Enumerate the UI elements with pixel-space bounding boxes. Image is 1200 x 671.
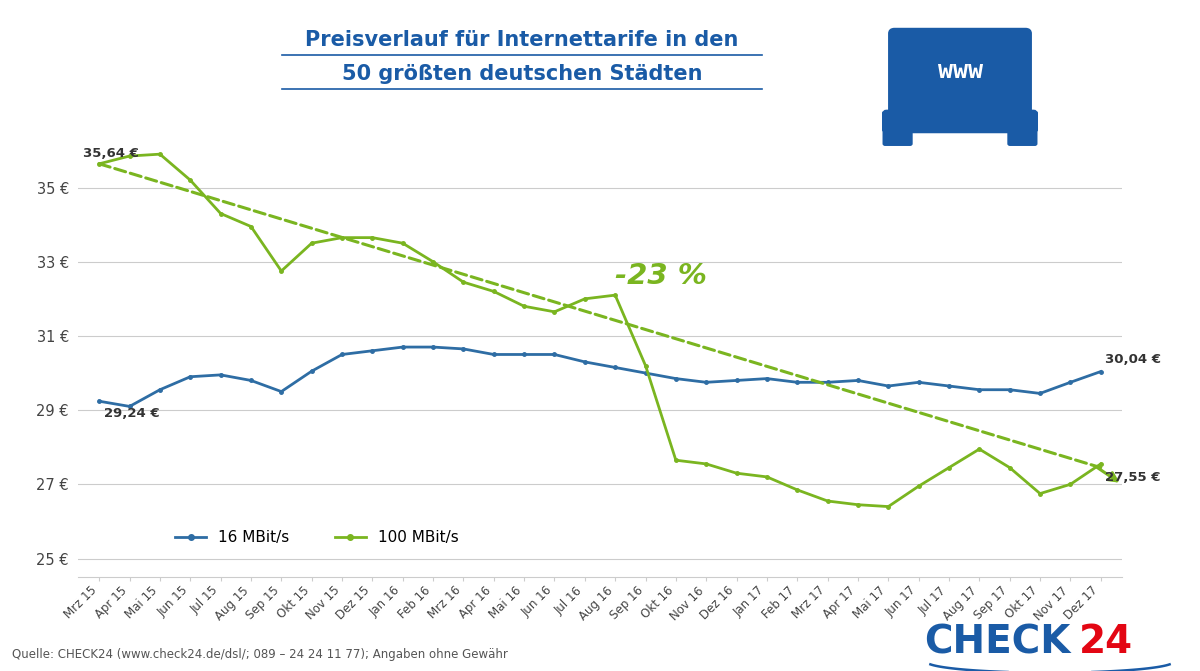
Text: -23 %: -23 % — [614, 262, 707, 290]
FancyBboxPatch shape — [883, 129, 912, 145]
Text: CHECK: CHECK — [924, 623, 1070, 662]
Text: Preisverlauf für Internettarife in den: Preisverlauf für Internettarife in den — [305, 30, 739, 50]
FancyBboxPatch shape — [890, 30, 1030, 115]
FancyBboxPatch shape — [883, 111, 1037, 132]
Legend: 16 MBit/s, 100 MBit/s: 16 MBit/s, 100 MBit/s — [169, 524, 464, 551]
Text: 24: 24 — [1079, 623, 1133, 662]
Text: 29,24 €: 29,24 € — [103, 407, 160, 420]
Text: 27,55 €: 27,55 € — [1105, 470, 1160, 484]
Text: www: www — [937, 59, 983, 83]
FancyBboxPatch shape — [1008, 129, 1037, 145]
Text: 50 größten deutschen Städten: 50 größten deutschen Städten — [342, 64, 702, 84]
Text: 35,64 €: 35,64 € — [83, 147, 138, 160]
Text: 30,04 €: 30,04 € — [1105, 354, 1162, 366]
Text: Quelle: CHECK24 (www.check24.de/dsl/; 089 – 24 24 11 77); Angaben ohne Gewähr: Quelle: CHECK24 (www.check24.de/dsl/; 08… — [12, 648, 508, 661]
